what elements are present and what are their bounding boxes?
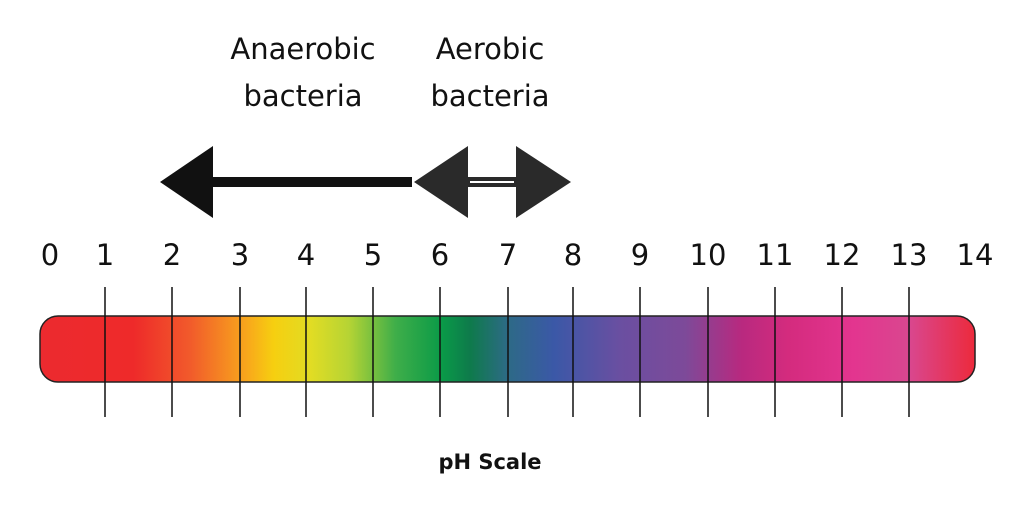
tick-label: 4: [296, 238, 316, 272]
scale-title: pH Scale: [438, 450, 542, 474]
tick-label: 13: [890, 238, 928, 272]
tick-lines: [104, 287, 910, 417]
tick-label: 1: [95, 238, 115, 272]
tick-label: 6: [430, 238, 450, 272]
tick-label: 12: [823, 238, 861, 272]
tick-label: 11: [756, 238, 794, 272]
tick-label: 3: [230, 238, 250, 272]
aerobic-label: Aerobic bacteria: [430, 32, 550, 113]
tick-label: 0: [40, 238, 60, 272]
anaerobic-label: Anaerobic bacteria: [230, 32, 376, 113]
tick-label: 10: [689, 238, 727, 272]
tick-label: 14: [956, 238, 994, 272]
tick-label: 5: [363, 238, 383, 272]
tick-label: 7: [498, 238, 518, 272]
tick-label: 9: [630, 238, 650, 272]
tick-label: 8: [563, 238, 583, 272]
anaerobic-arrow: [160, 146, 412, 218]
tick-label: 2: [162, 238, 182, 272]
aerobic-arrow: [414, 146, 571, 218]
